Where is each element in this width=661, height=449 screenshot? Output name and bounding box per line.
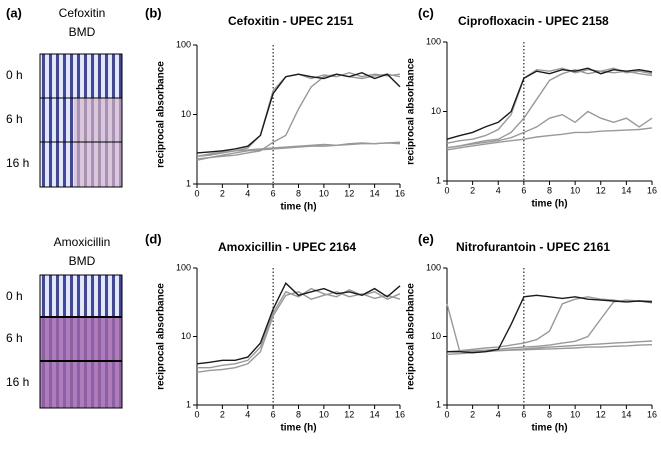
y-tick-label: 10 (431, 106, 441, 116)
series-line (196, 73, 401, 160)
x-tick-label: 10 (319, 409, 329, 419)
x-tick-label: 2 (220, 188, 225, 198)
x-tick-label: 12 (344, 188, 354, 198)
plate-title: BMD (69, 254, 96, 268)
y-tick-label: 100 (176, 39, 191, 49)
plates (39, 53, 123, 409)
series-line (196, 142, 401, 157)
series-line (446, 296, 653, 353)
x-tick-label: 4 (496, 185, 501, 195)
x-tick-label: 4 (496, 409, 501, 419)
series-line (446, 68, 653, 149)
y-tick-label: 1 (186, 178, 191, 188)
x-tick-label: 6 (271, 409, 276, 419)
plate-image (40, 98, 74, 142)
y-tick-label: 10 (181, 331, 191, 341)
x-tick-label: 12 (596, 409, 606, 419)
row-label: 0 h (6, 68, 23, 82)
series-line (197, 287, 401, 369)
series-line (196, 282, 401, 365)
x-tick-label: 0 (194, 188, 199, 198)
panel-label: (e) (418, 231, 434, 246)
panel-label: (d) (145, 231, 162, 246)
x-tick-label: 8 (296, 188, 301, 198)
series-line (196, 71, 401, 154)
x-tick-label: 4 (245, 409, 250, 419)
x-tick-label: 10 (570, 409, 580, 419)
row-label: 16 h (6, 156, 29, 170)
x-tick-label: 2 (470, 409, 475, 419)
chart-title: Nitrofurantoin - UPEC 2161 (456, 240, 610, 254)
row-label: 16 h (6, 375, 29, 389)
x-tick-label: 6 (521, 409, 526, 419)
row-label: 6 h (6, 112, 23, 126)
x-tick-label: 0 (444, 185, 449, 195)
chart-title: Amoxicillin - UPEC 2164 (218, 240, 356, 254)
y-tick-label: 1 (436, 175, 441, 185)
plate-frame (39, 274, 123, 409)
y-axis-label: reciprocal absorbance (156, 283, 167, 390)
plate-image (40, 142, 74, 187)
x-tick-label: 0 (444, 409, 449, 419)
row-label: 6 h (6, 331, 23, 345)
x-tick-label: 6 (521, 185, 526, 195)
plate-image (40, 361, 122, 408)
panel-label: (a) (6, 5, 22, 20)
x-tick-label: 14 (370, 188, 380, 198)
x-tick-label: 8 (547, 185, 552, 195)
x-tick-label: 8 (296, 409, 301, 419)
panel-label: (c) (418, 5, 434, 20)
x-tick-label: 8 (547, 409, 552, 419)
series-line (446, 67, 653, 144)
series-line (447, 294, 653, 354)
plate-frame (39, 53, 123, 188)
y-tick-label: 10 (181, 109, 191, 119)
series-line (447, 299, 652, 353)
series-line (196, 291, 401, 373)
series-line (446, 127, 653, 151)
x-tick-label: 10 (570, 185, 580, 195)
chart-title: Ciprofloxacin - UPEC 2158 (458, 14, 609, 28)
x-axis-label: time (h) (280, 202, 316, 213)
x-tick-label: 0 (194, 409, 199, 419)
y-axis-label: reciprocal absorbance (406, 58, 417, 165)
chart-title: Cefoxitin - UPEC 2151 (228, 14, 354, 28)
y-axis-label: reciprocal absorbance (156, 61, 167, 168)
x-tick-label: 16 (395, 188, 405, 198)
series-line (446, 67, 653, 140)
panel-label: (b) (145, 5, 162, 20)
x-tick-label: 14 (370, 409, 380, 419)
x-tick-label: 6 (271, 188, 276, 198)
x-tick-label: 12 (596, 185, 606, 195)
plate-title: Amoxicillin (54, 235, 111, 249)
x-tick-label: 4 (245, 188, 250, 198)
row-label: 0 h (6, 289, 23, 303)
plate-title: Cefoxitin (59, 6, 106, 20)
plate-image (40, 317, 122, 361)
x-tick-label: 10 (319, 188, 329, 198)
x-axis-label: time (h) (531, 423, 567, 434)
x-tick-label: 16 (647, 185, 657, 195)
plate-image (40, 275, 122, 317)
x-tick-label: 16 (647, 409, 657, 419)
x-tick-label: 16 (395, 409, 405, 419)
series-line (446, 110, 653, 149)
x-tick-label: 12 (344, 409, 354, 419)
x-tick-label: 14 (621, 409, 631, 419)
plate-title: BMD (69, 25, 96, 39)
plate-image (40, 54, 122, 98)
y-tick-label: 100 (426, 36, 441, 46)
y-tick-label: 100 (176, 262, 191, 272)
y-tick-label: 100 (426, 262, 441, 272)
y-tick-label: 1 (186, 399, 191, 409)
x-axis-label: time (h) (531, 199, 567, 210)
x-tick-label: 14 (621, 185, 631, 195)
x-axis-label: time (h) (280, 423, 316, 434)
y-tick-label: 1 (436, 399, 441, 409)
x-tick-label: 2 (470, 185, 475, 195)
y-axis-label: reciprocal absorbance (406, 283, 417, 390)
x-tick-label: 2 (220, 409, 225, 419)
y-tick-label: 10 (431, 331, 441, 341)
